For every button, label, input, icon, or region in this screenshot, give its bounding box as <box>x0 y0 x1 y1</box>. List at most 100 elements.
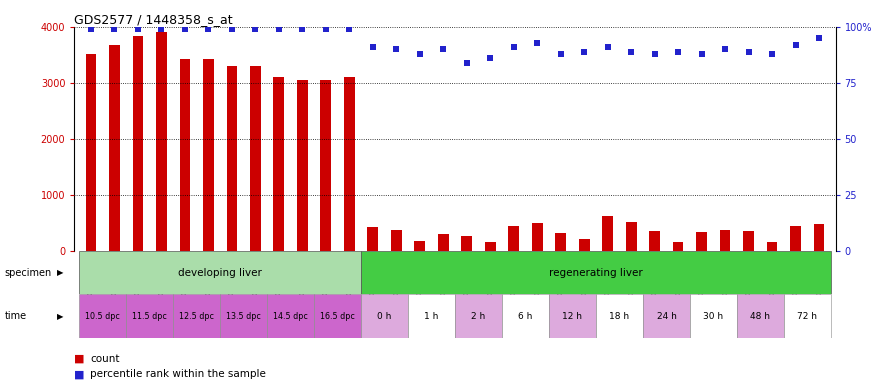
Bar <box>596 295 643 338</box>
Point <box>812 35 826 41</box>
Bar <box>790 226 801 251</box>
Bar <box>109 45 120 251</box>
Bar <box>766 242 778 251</box>
Text: 48 h: 48 h <box>751 312 771 321</box>
Bar <box>579 239 590 251</box>
Point <box>178 26 192 32</box>
Text: ■: ■ <box>74 369 85 379</box>
Bar <box>314 295 361 338</box>
Point <box>766 51 780 57</box>
Point <box>272 26 286 32</box>
Point <box>624 48 638 55</box>
Bar <box>274 77 284 251</box>
Point <box>154 26 168 32</box>
Bar <box>361 295 408 338</box>
Text: 0 h: 0 h <box>377 312 392 321</box>
Point <box>530 40 544 46</box>
Bar <box>250 66 261 251</box>
Bar <box>344 77 354 251</box>
Point <box>342 26 356 32</box>
Bar <box>549 295 596 338</box>
Bar <box>267 295 314 338</box>
Point <box>554 51 568 57</box>
Bar <box>320 79 331 251</box>
Bar <box>643 295 690 338</box>
Bar <box>79 295 126 338</box>
Point <box>84 26 98 32</box>
Point <box>483 55 497 61</box>
Bar <box>744 231 754 251</box>
Text: time: time <box>4 311 26 321</box>
Point <box>248 26 262 32</box>
Text: 13.5 dpc: 13.5 dpc <box>226 312 261 321</box>
Bar <box>461 236 472 251</box>
Bar <box>673 242 683 251</box>
Bar <box>502 295 549 338</box>
Bar <box>132 36 144 251</box>
Bar <box>532 223 542 251</box>
Text: 2 h: 2 h <box>472 312 486 321</box>
Bar <box>784 295 831 338</box>
Text: 14.5 dpc: 14.5 dpc <box>273 312 308 321</box>
Text: 30 h: 30 h <box>704 312 724 321</box>
Text: percentile rank within the sample: percentile rank within the sample <box>90 369 266 379</box>
Bar <box>508 226 519 251</box>
Point <box>295 26 309 32</box>
Text: 12 h: 12 h <box>563 312 583 321</box>
Point <box>318 26 332 32</box>
Text: 12.5 dpc: 12.5 dpc <box>179 312 214 321</box>
Bar <box>438 234 449 251</box>
Point <box>108 26 122 32</box>
Bar <box>391 230 402 251</box>
Text: 72 h: 72 h <box>797 312 817 321</box>
Point <box>389 46 403 52</box>
Bar <box>602 216 613 251</box>
Point <box>201 26 215 32</box>
Point <box>788 42 802 48</box>
Bar <box>126 295 173 338</box>
Bar <box>79 251 361 295</box>
Text: 10.5 dpc: 10.5 dpc <box>85 312 120 321</box>
Bar <box>814 224 824 251</box>
Point <box>366 44 380 50</box>
Bar <box>556 233 566 251</box>
Bar <box>227 66 237 251</box>
Point <box>671 48 685 55</box>
Bar <box>455 295 502 338</box>
Point <box>695 51 709 57</box>
Point <box>718 46 732 52</box>
Bar <box>203 59 214 251</box>
Bar <box>690 295 737 338</box>
Bar <box>649 231 660 251</box>
Text: ▶: ▶ <box>58 312 64 321</box>
Bar <box>156 33 166 251</box>
Bar <box>368 227 378 251</box>
Text: GDS2577 / 1448358_s_at: GDS2577 / 1448358_s_at <box>74 13 233 26</box>
Bar <box>408 295 455 338</box>
Text: regenerating liver: regenerating liver <box>550 268 643 278</box>
Text: ■: ■ <box>74 354 85 364</box>
Bar <box>179 60 190 251</box>
Text: 18 h: 18 h <box>609 312 629 321</box>
Text: specimen: specimen <box>4 268 52 278</box>
Bar <box>361 251 831 295</box>
Point <box>459 60 473 66</box>
Point <box>225 26 239 32</box>
Text: 24 h: 24 h <box>656 312 676 321</box>
Text: developing liver: developing liver <box>178 268 262 278</box>
Point <box>578 48 592 55</box>
Bar <box>720 230 731 251</box>
Text: 16.5 dpc: 16.5 dpc <box>320 312 355 321</box>
Bar <box>696 232 707 251</box>
Text: 11.5 dpc: 11.5 dpc <box>132 312 167 321</box>
Point <box>437 46 451 52</box>
Bar <box>297 79 308 251</box>
Bar <box>485 242 495 251</box>
Text: count: count <box>90 354 120 364</box>
Bar <box>626 222 636 251</box>
Point <box>507 44 521 50</box>
Bar <box>220 295 267 338</box>
Point <box>742 48 756 55</box>
Text: ▶: ▶ <box>58 268 64 277</box>
Point <box>648 51 662 57</box>
